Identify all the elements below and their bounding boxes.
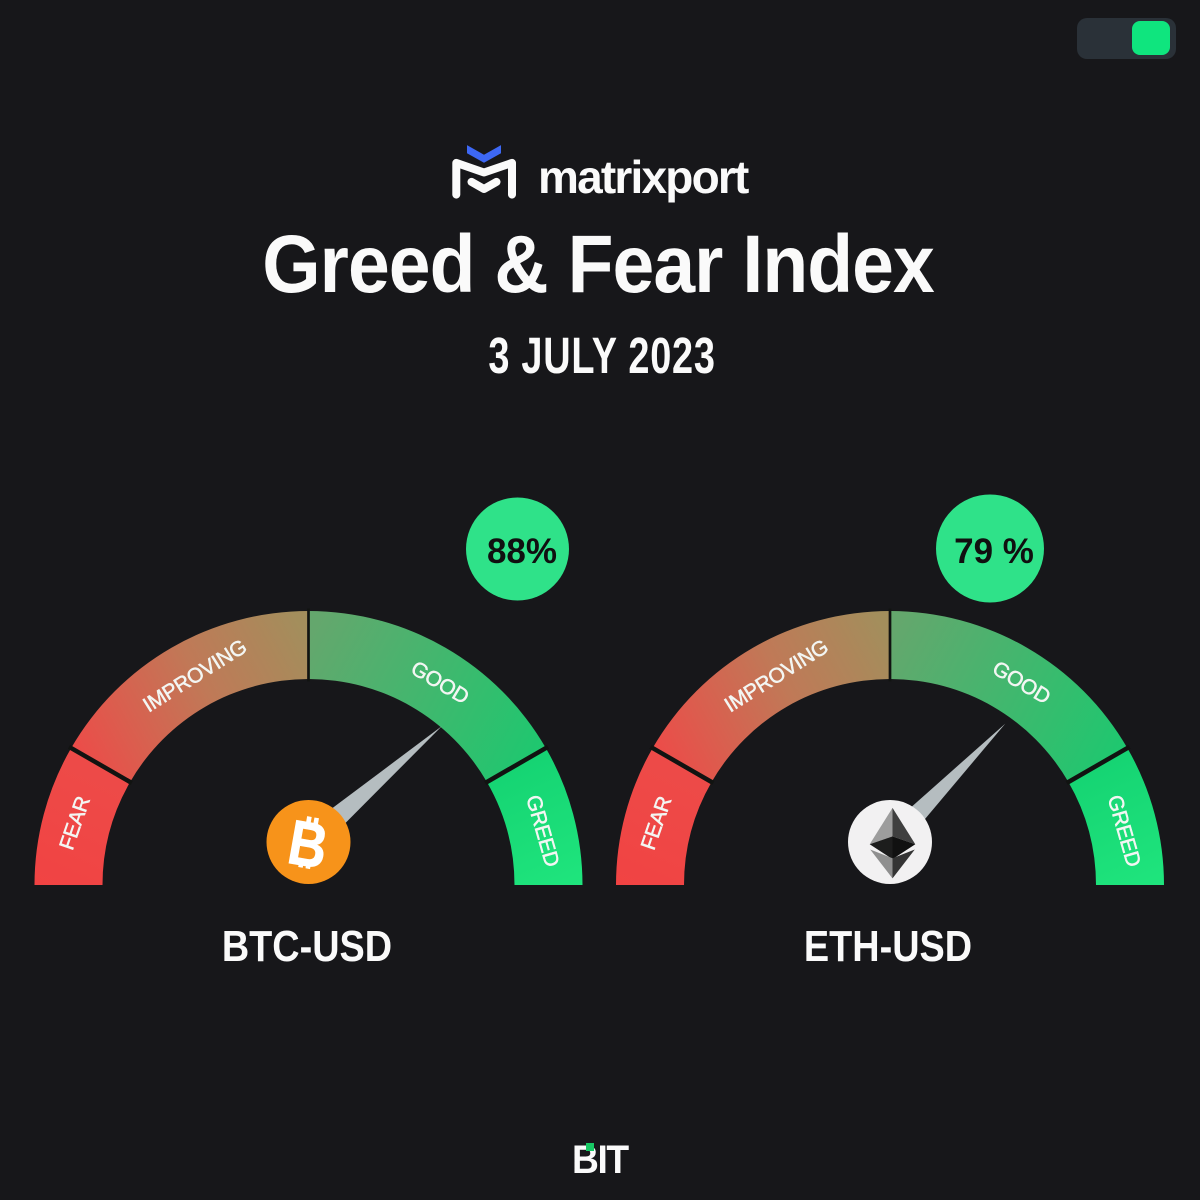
- svg-text:79 %: 79 %: [954, 532, 1034, 571]
- svg-text:88%: 88%: [487, 532, 557, 571]
